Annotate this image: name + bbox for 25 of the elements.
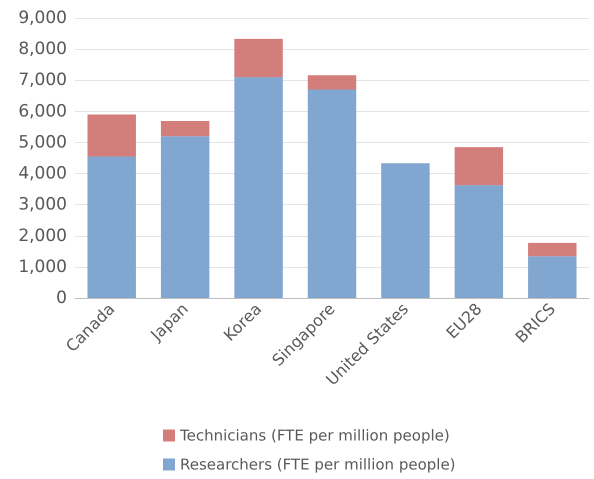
y-tick-label: 0 <box>56 288 67 308</box>
bar <box>454 147 504 186</box>
legend-label: Researchers (FTE per million people) <box>180 456 456 474</box>
y-tick-label: 6,000 <box>18 101 67 122</box>
y-tick-label: 7,000 <box>18 70 67 90</box>
bar <box>87 114 136 156</box>
bar <box>528 242 577 256</box>
bar <box>308 90 356 298</box>
y-tick-label: 3,000 <box>18 194 67 215</box>
bar <box>160 136 210 298</box>
y-tick-label: 9,000 <box>18 8 67 28</box>
bar <box>454 185 504 298</box>
bar <box>234 38 283 78</box>
y-tick-label: 4,000 <box>18 164 67 184</box>
y-tick-label: 5,000 <box>18 132 67 152</box>
y-tick-label: 1,000 <box>18 256 67 277</box>
bar <box>381 163 430 298</box>
bar <box>528 256 577 298</box>
legend-label: Technicians (FTE per million people) <box>179 426 450 444</box>
y-tick-label: 8,000 <box>18 39 67 60</box>
bar <box>160 120 210 136</box>
bar <box>87 156 136 298</box>
bar <box>308 75 356 90</box>
bar <box>234 77 283 298</box>
y-tick-label: 2,000 <box>18 226 67 246</box>
